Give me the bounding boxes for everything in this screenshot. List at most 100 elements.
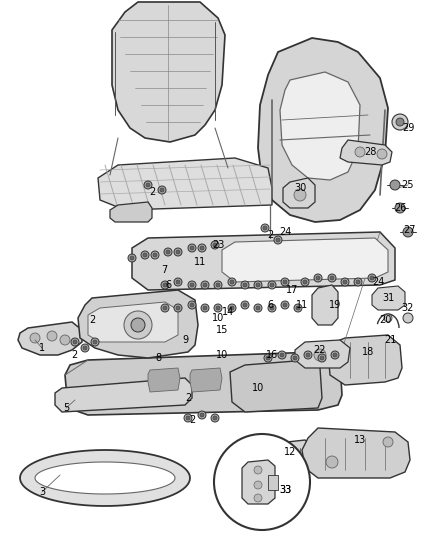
Text: 6: 6 <box>267 300 273 310</box>
Circle shape <box>188 281 196 289</box>
Circle shape <box>241 281 249 289</box>
Polygon shape <box>132 232 395 290</box>
Text: 20: 20 <box>379 315 391 325</box>
Polygon shape <box>312 285 338 325</box>
Circle shape <box>326 456 338 468</box>
Circle shape <box>384 314 392 322</box>
Circle shape <box>395 203 405 213</box>
Circle shape <box>216 283 220 287</box>
Circle shape <box>377 149 387 159</box>
Circle shape <box>153 253 157 257</box>
Circle shape <box>166 250 170 254</box>
Text: 5: 5 <box>63 403 69 413</box>
Circle shape <box>254 481 262 489</box>
Circle shape <box>130 256 134 260</box>
Text: 17: 17 <box>286 285 298 295</box>
Polygon shape <box>258 38 388 222</box>
Circle shape <box>176 250 180 254</box>
Text: 22: 22 <box>314 345 326 355</box>
Polygon shape <box>340 140 392 165</box>
Circle shape <box>281 301 289 309</box>
Text: 21: 21 <box>384 335 396 345</box>
Polygon shape <box>112 2 225 142</box>
Circle shape <box>241 301 249 309</box>
Text: 33: 33 <box>279 485 291 495</box>
Text: 33: 33 <box>279 485 291 495</box>
Circle shape <box>174 248 182 256</box>
Circle shape <box>144 181 152 189</box>
Text: 2: 2 <box>267 230 273 240</box>
Polygon shape <box>88 302 178 342</box>
Text: 10: 10 <box>212 313 224 323</box>
Circle shape <box>186 416 190 420</box>
Circle shape <box>270 283 274 287</box>
Polygon shape <box>268 475 278 490</box>
Text: 2: 2 <box>185 393 191 403</box>
Circle shape <box>81 344 89 352</box>
Circle shape <box>161 281 169 289</box>
Circle shape <box>383 437 393 447</box>
Circle shape <box>203 306 207 310</box>
Text: 11: 11 <box>194 257 206 267</box>
Circle shape <box>341 278 349 286</box>
Circle shape <box>214 304 222 312</box>
Circle shape <box>128 254 136 262</box>
Circle shape <box>403 227 413 237</box>
Text: 11: 11 <box>296 300 308 310</box>
Circle shape <box>200 413 204 417</box>
Circle shape <box>256 283 260 287</box>
Text: 16: 16 <box>266 350 278 360</box>
Circle shape <box>283 280 287 284</box>
Circle shape <box>266 356 270 360</box>
Polygon shape <box>148 368 180 392</box>
Circle shape <box>243 303 247 307</box>
Circle shape <box>73 340 77 344</box>
Circle shape <box>161 304 169 312</box>
Circle shape <box>316 276 320 280</box>
Circle shape <box>254 304 262 312</box>
Circle shape <box>356 280 360 284</box>
Polygon shape <box>35 462 175 494</box>
Circle shape <box>176 280 180 284</box>
Circle shape <box>188 301 196 309</box>
Circle shape <box>160 188 164 192</box>
Text: 2: 2 <box>89 315 95 325</box>
Polygon shape <box>328 335 402 385</box>
Circle shape <box>254 281 262 289</box>
Circle shape <box>163 306 167 310</box>
Circle shape <box>188 244 196 252</box>
Circle shape <box>214 434 310 530</box>
Text: 24: 24 <box>279 227 291 237</box>
Circle shape <box>184 414 192 422</box>
Circle shape <box>213 243 217 247</box>
Circle shape <box>151 251 159 259</box>
Text: 23: 23 <box>212 240 224 250</box>
Circle shape <box>396 118 404 126</box>
Circle shape <box>278 351 286 359</box>
Polygon shape <box>222 238 388 282</box>
Circle shape <box>304 351 312 359</box>
Circle shape <box>190 246 194 250</box>
Text: 3: 3 <box>39 487 45 497</box>
Circle shape <box>274 236 282 244</box>
Text: 10: 10 <box>252 383 264 393</box>
Text: 27: 27 <box>404 225 416 235</box>
Circle shape <box>303 280 307 284</box>
Text: 32: 32 <box>402 303 414 313</box>
Circle shape <box>228 304 236 312</box>
Circle shape <box>198 244 206 252</box>
Circle shape <box>320 356 324 360</box>
Circle shape <box>261 224 269 232</box>
Circle shape <box>230 306 234 310</box>
Circle shape <box>216 306 220 310</box>
Circle shape <box>190 303 194 307</box>
Text: 14: 14 <box>222 307 234 317</box>
Circle shape <box>368 274 376 282</box>
Circle shape <box>158 186 166 194</box>
Text: 29: 29 <box>402 123 414 133</box>
Circle shape <box>268 281 276 289</box>
Circle shape <box>370 276 374 280</box>
Circle shape <box>293 356 297 360</box>
Circle shape <box>83 346 87 350</box>
Circle shape <box>30 333 40 343</box>
